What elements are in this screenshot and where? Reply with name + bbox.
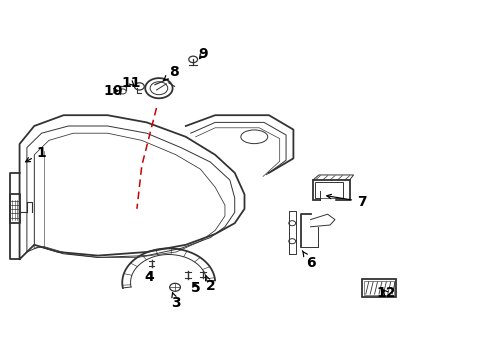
Bar (312, 180, 349, 200)
Text: 6: 6 (302, 251, 315, 270)
Text: 7: 7 (326, 194, 366, 208)
Text: 1: 1 (25, 146, 46, 162)
Text: 11: 11 (121, 76, 141, 90)
Text: 10: 10 (103, 84, 123, 98)
Bar (361, 279, 395, 297)
Text: 3: 3 (171, 293, 181, 310)
Bar (364, 281, 393, 295)
Text: 8: 8 (163, 65, 178, 80)
Text: 2: 2 (205, 276, 215, 293)
Text: 9: 9 (198, 47, 207, 61)
Bar (315, 182, 343, 198)
Text: 5: 5 (190, 281, 200, 295)
Text: 4: 4 (144, 270, 154, 284)
Text: 12: 12 (376, 287, 395, 300)
